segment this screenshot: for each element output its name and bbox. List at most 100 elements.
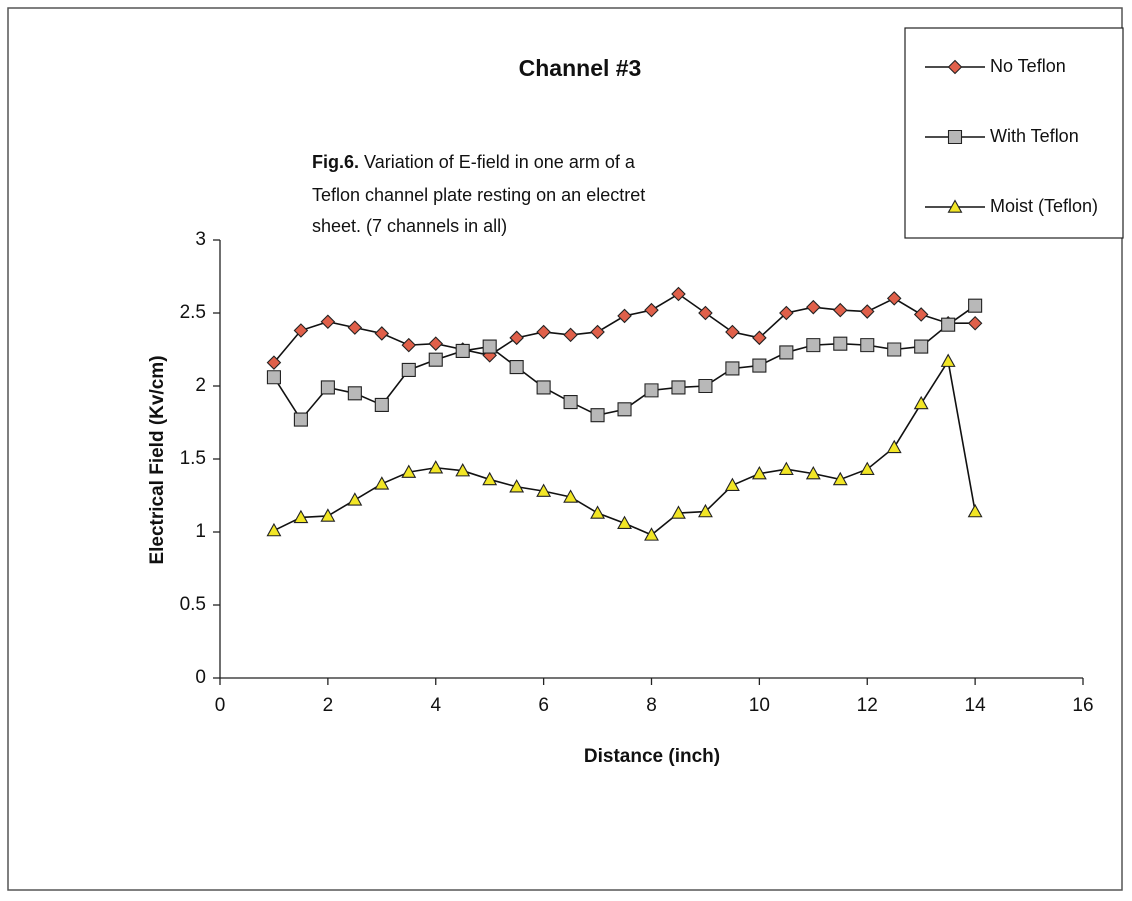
data-point bbox=[671, 380, 686, 395]
data-point bbox=[617, 402, 632, 417]
data-point bbox=[779, 345, 794, 360]
legend-marker bbox=[947, 199, 963, 213]
legend-label: With Teflon bbox=[990, 126, 1079, 146]
data-point bbox=[644, 527, 659, 541]
data-point bbox=[644, 302, 659, 318]
data-point bbox=[806, 299, 821, 315]
data-point bbox=[590, 505, 605, 519]
annotation-label: Fig.6. bbox=[312, 152, 359, 172]
data-point bbox=[778, 461, 794, 475]
data-point bbox=[752, 358, 767, 373]
data-point bbox=[913, 395, 929, 410]
x-tick-label: 16 bbox=[1072, 695, 1093, 716]
data-point bbox=[320, 314, 336, 330]
data-point bbox=[401, 337, 417, 353]
annotation-line: Teflon channel plate resting on an elect… bbox=[312, 185, 645, 205]
data-point bbox=[401, 464, 417, 478]
data-point bbox=[859, 461, 875, 475]
y-tick-label: 0.5 bbox=[180, 594, 206, 615]
data-point bbox=[428, 460, 444, 474]
data-point bbox=[833, 336, 848, 351]
data-point bbox=[860, 338, 875, 353]
data-point bbox=[859, 304, 875, 319]
data-point bbox=[509, 359, 524, 375]
y-axis-label: Electrical Field (Kv/cm) bbox=[147, 355, 168, 564]
data-point bbox=[293, 323, 309, 338]
data-point bbox=[590, 408, 605, 423]
data-point bbox=[455, 463, 471, 477]
data-point bbox=[428, 352, 443, 367]
data-point bbox=[617, 308, 632, 324]
legend-marker bbox=[947, 59, 963, 75]
data-point bbox=[293, 412, 308, 427]
data-point bbox=[455, 343, 470, 359]
data-point bbox=[725, 324, 740, 340]
data-point bbox=[806, 338, 821, 353]
data-point bbox=[887, 342, 902, 357]
data-point bbox=[590, 324, 605, 340]
data-point bbox=[617, 515, 632, 529]
x-tick-label: 14 bbox=[965, 695, 987, 716]
data-point bbox=[266, 522, 282, 537]
data-point bbox=[536, 324, 551, 340]
data-point bbox=[832, 471, 848, 486]
y-tick-label: 1 bbox=[195, 521, 206, 542]
y-tick-label: 0 bbox=[195, 667, 206, 688]
data-point bbox=[940, 353, 956, 367]
x-tick-label: 10 bbox=[749, 695, 770, 716]
data-point bbox=[941, 317, 956, 332]
data-point bbox=[374, 326, 390, 341]
y-tick-label: 2 bbox=[195, 375, 206, 396]
data-point bbox=[671, 505, 686, 519]
data-point bbox=[563, 395, 578, 410]
data-point bbox=[266, 370, 281, 385]
data-point bbox=[833, 302, 848, 318]
data-point bbox=[509, 479, 525, 493]
data-point bbox=[320, 380, 335, 395]
x-axis-label: Distance (inch) bbox=[584, 746, 720, 767]
data-point bbox=[293, 509, 309, 524]
data-point bbox=[805, 465, 821, 480]
x-tick-label: 4 bbox=[430, 695, 441, 716]
data-point bbox=[563, 489, 579, 503]
legend-box bbox=[904, 27, 1124, 239]
y-tick-label: 1.5 bbox=[180, 448, 206, 469]
data-point bbox=[347, 320, 363, 335]
data-point bbox=[374, 476, 390, 490]
x-tick-label: 2 bbox=[323, 695, 334, 716]
data-point bbox=[347, 492, 363, 506]
data-point bbox=[967, 315, 983, 331]
data-point bbox=[482, 339, 497, 354]
data-point bbox=[401, 362, 416, 377]
y-tick-label: 2.5 bbox=[180, 302, 206, 323]
data-point bbox=[913, 307, 929, 322]
data-point bbox=[509, 330, 524, 346]
data-point bbox=[968, 298, 983, 313]
data-point bbox=[536, 380, 551, 395]
data-point bbox=[374, 397, 389, 413]
annotation-line: Variation of E-field in one arm of a bbox=[364, 152, 636, 172]
data-point bbox=[671, 286, 686, 302]
data-point bbox=[724, 477, 740, 492]
data-point bbox=[967, 503, 983, 518]
data-point bbox=[563, 327, 578, 343]
annotation-line: sheet. (7 channels in all) bbox=[312, 216, 507, 236]
y-tick-label: 3 bbox=[195, 229, 206, 250]
data-point bbox=[779, 305, 794, 321]
annotation: Fig.6. Variation of E-field in one arm o… bbox=[312, 152, 636, 172]
data-point bbox=[914, 339, 929, 354]
data-point bbox=[347, 386, 362, 401]
data-point bbox=[886, 291, 902, 306]
legend-label: No Teflon bbox=[990, 56, 1066, 76]
data-point bbox=[698, 503, 713, 518]
chart-title: Channel #3 bbox=[519, 55, 642, 81]
data-point bbox=[886, 439, 902, 454]
data-point bbox=[266, 355, 282, 370]
legend-marker bbox=[947, 129, 963, 145]
data-point bbox=[725, 361, 740, 376]
data-point bbox=[698, 305, 713, 321]
x-tick-label: 8 bbox=[646, 695, 657, 716]
data-point bbox=[320, 508, 336, 522]
data-point bbox=[428, 336, 444, 351]
data-point bbox=[644, 383, 659, 398]
